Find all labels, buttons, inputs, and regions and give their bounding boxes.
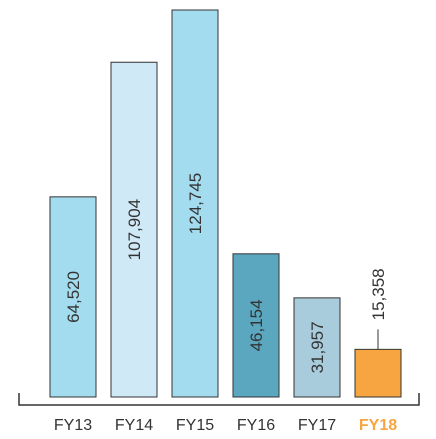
x-axis-baseline [18, 393, 420, 406]
bar-fy18 [354, 348, 402, 398]
bar-fy16 [232, 253, 280, 398]
category-label-fy17: FY17 [298, 417, 336, 434]
category-label-fy13: FY13 [54, 417, 92, 434]
value-label-fy16: 46,154 [247, 299, 266, 351]
bar-fy14 [110, 61, 158, 398]
category-labels-layer: FY13 FY14 FY15 FY16 FY17 FY18 [54, 417, 397, 434]
value-label-fy13: 64,520 [64, 271, 83, 323]
value-label-fy18: 15,358 [369, 268, 388, 320]
bar-fy13 [49, 196, 97, 398]
bars-layer [49, 9, 402, 398]
category-label-fy15: FY15 [176, 417, 214, 434]
value-labels-layer: 64,520 107,904 124,745 46,154 31,957 15,358 [64, 173, 388, 374]
category-label-fy18: FY18 [359, 417, 397, 434]
category-label-fy16: FY16 [237, 417, 275, 434]
value-label-fy17: 31,957 [308, 321, 327, 373]
bar-fy15 [171, 9, 219, 398]
bar-fy17 [293, 297, 341, 398]
value-label-fy14: 107,904 [125, 199, 144, 260]
value-label-fy15: 124,745 [186, 173, 205, 234]
category-label-fy14: FY14 [115, 417, 153, 434]
